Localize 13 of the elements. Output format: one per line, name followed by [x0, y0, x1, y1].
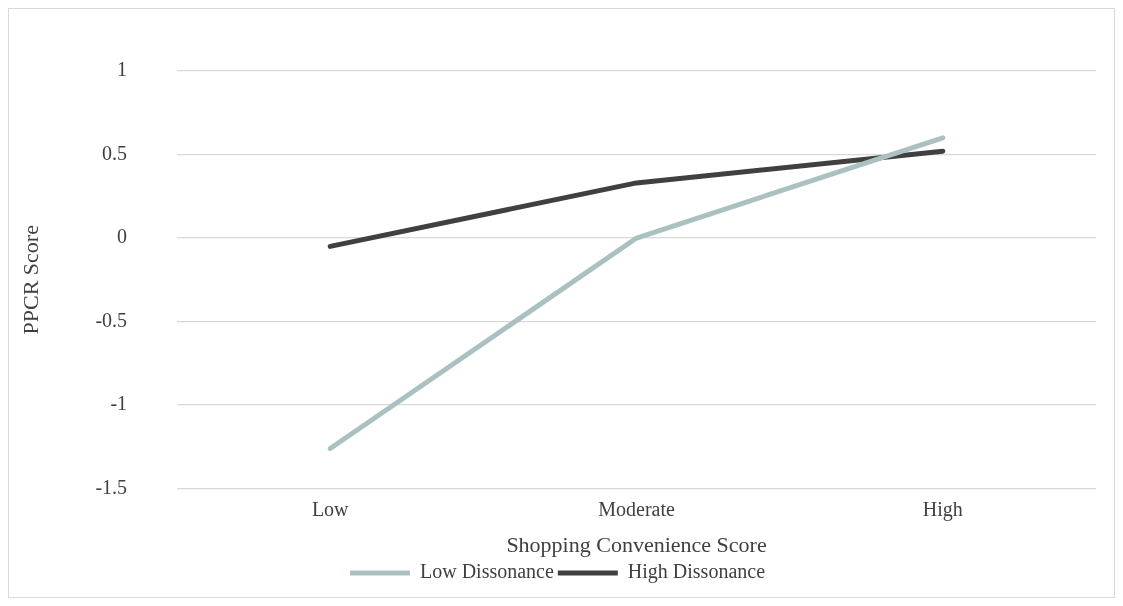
y-tick-label: -1: [110, 392, 128, 415]
x-tick-label: Moderate: [598, 497, 675, 520]
y-tick-label: 1: [117, 58, 128, 81]
legend-label: High Dissonance: [627, 560, 766, 584]
y-tick-label: -0.5: [95, 308, 128, 331]
y-tick-label: -1.5: [95, 475, 128, 498]
legend-label: Low Dissonance: [419, 560, 554, 583]
x-axis-title: Shopping Convenience Score: [506, 531, 767, 557]
x-tick-label: Low: [311, 497, 350, 520]
x-tick-label: High: [922, 497, 963, 521]
y-tick-label: 0.5: [102, 141, 128, 164]
y-tick-label: 0: [117, 225, 128, 248]
y-axis-title: PPCR Score: [17, 225, 43, 335]
